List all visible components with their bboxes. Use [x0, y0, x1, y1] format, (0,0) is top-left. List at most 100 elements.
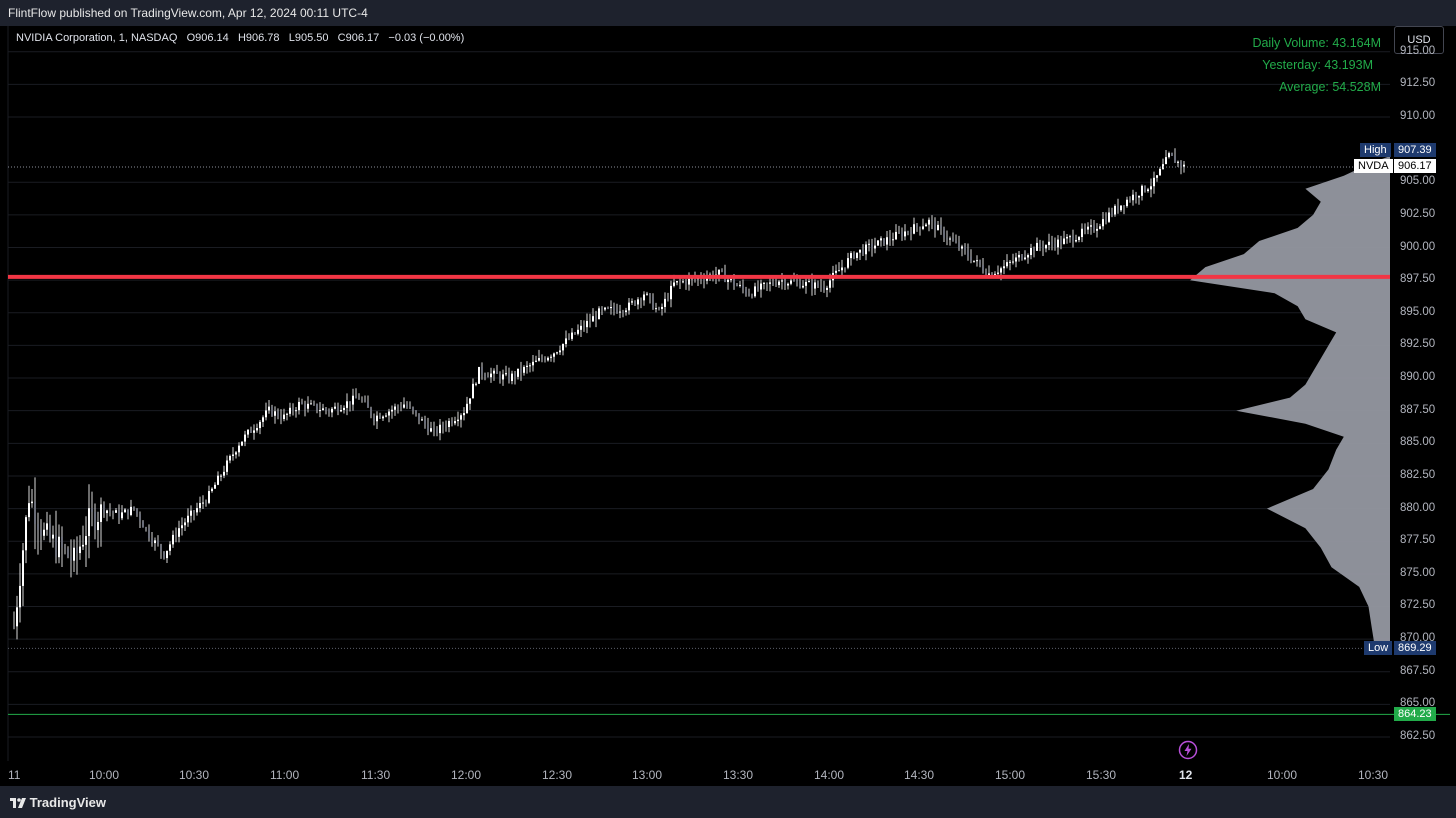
candle — [763, 281, 765, 290]
candle — [1153, 171, 1155, 194]
candle — [961, 244, 963, 257]
candle — [1030, 243, 1032, 260]
candle — [577, 324, 579, 336]
chart-canvas[interactable] — [0, 26, 1456, 786]
candle — [319, 402, 321, 418]
candle — [661, 303, 663, 316]
candle — [1024, 250, 1026, 261]
candle — [205, 499, 207, 507]
candle — [1081, 223, 1083, 243]
tradingview-logo[interactable]: TradingView — [10, 795, 106, 810]
candle — [517, 368, 519, 380]
candle — [925, 222, 927, 227]
candle — [1063, 230, 1065, 245]
candle — [22, 542, 24, 607]
price-tick: 915.00 — [1400, 44, 1436, 57]
high-value: H906.78 — [237, 32, 280, 44]
candle — [463, 407, 465, 421]
candle — [403, 397, 405, 409]
candle — [916, 222, 918, 232]
candle — [34, 477, 36, 550]
publisher-text: FlintFlow published on TradingView.com, … — [8, 6, 368, 20]
candle — [115, 508, 117, 513]
candle — [460, 413, 462, 428]
candle — [328, 408, 330, 417]
candle — [652, 293, 654, 310]
candle — [1069, 234, 1071, 243]
candle — [19, 563, 21, 623]
time-tick: 12 — [1179, 768, 1193, 782]
candle — [433, 421, 435, 437]
price-tick: 900.00 — [1400, 240, 1436, 253]
candle — [1165, 150, 1167, 165]
candle — [97, 511, 99, 548]
currency-button[interactable]: USD — [1394, 26, 1444, 54]
candle — [1042, 240, 1044, 257]
candle — [574, 331, 576, 335]
candle — [778, 279, 780, 288]
candle — [640, 297, 642, 309]
price-tick: 895.00 — [1400, 305, 1436, 318]
time-tick: 12:00 — [451, 768, 482, 782]
candle — [136, 508, 138, 517]
candle — [1120, 205, 1122, 212]
candle — [919, 226, 921, 236]
candle — [253, 424, 255, 440]
candle — [1174, 148, 1176, 163]
candle — [928, 217, 930, 232]
candle — [499, 371, 501, 384]
price-tick: 875.00 — [1400, 566, 1436, 579]
candle — [955, 234, 957, 244]
candle — [301, 398, 303, 405]
symbol-legend[interactable]: NVIDIA Corporation, 1, NASDAQ O906.14 H9… — [16, 32, 464, 44]
candle — [232, 447, 234, 461]
candle — [235, 450, 237, 459]
candle — [67, 546, 69, 559]
candle — [85, 516, 87, 568]
candle — [1054, 237, 1056, 251]
candle — [538, 349, 540, 362]
lightning-icon[interactable] — [1178, 740, 1198, 760]
candle — [409, 401, 411, 409]
candle — [412, 406, 414, 415]
candle — [970, 249, 972, 264]
candle — [1012, 253, 1014, 265]
candle — [208, 485, 210, 505]
candle — [913, 217, 915, 235]
candle — [1144, 185, 1146, 193]
candle — [910, 227, 912, 241]
candle — [1162, 158, 1164, 170]
candle — [79, 535, 81, 560]
chart-pane[interactable]: NVIDIA Corporation, 1, NASDAQ O906.14 H9… — [0, 26, 1456, 786]
candle — [787, 282, 789, 290]
candle — [589, 313, 591, 328]
candle — [310, 399, 312, 405]
candle — [211, 487, 213, 493]
candle — [844, 267, 846, 273]
candle — [151, 532, 153, 547]
candle — [1132, 189, 1134, 206]
candle — [82, 525, 84, 550]
candle — [1171, 152, 1173, 156]
candle — [1021, 253, 1023, 261]
candle — [148, 524, 150, 542]
candle — [478, 366, 480, 384]
candle — [103, 501, 105, 518]
candle — [1078, 236, 1080, 243]
candle — [1051, 235, 1053, 251]
candle — [565, 330, 567, 348]
candle — [244, 430, 246, 447]
candle — [553, 352, 555, 363]
candle — [160, 543, 162, 559]
candle — [163, 551, 165, 560]
candle — [349, 401, 351, 412]
candle — [52, 525, 54, 548]
candle — [1084, 223, 1086, 235]
time-tick: 11:30 — [361, 768, 391, 782]
candle — [1015, 252, 1017, 268]
brand-name: TradingView — [29, 795, 106, 810]
candle — [109, 503, 111, 517]
time-tick: 13:00 — [632, 768, 663, 782]
candle — [187, 508, 189, 527]
price-tick: 912.50 — [1400, 77, 1436, 90]
